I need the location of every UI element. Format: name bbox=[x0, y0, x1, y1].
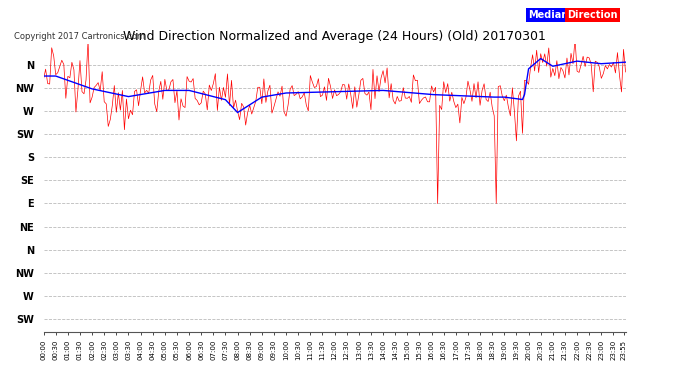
Title: Wind Direction Normalized and Average (24 Hours) (Old) 20170301: Wind Direction Normalized and Average (2… bbox=[123, 30, 546, 43]
Text: Direction: Direction bbox=[567, 10, 618, 20]
Text: Median: Median bbox=[528, 10, 568, 20]
Text: Copyright 2017 Cartronics.com: Copyright 2017 Cartronics.com bbox=[14, 32, 145, 41]
